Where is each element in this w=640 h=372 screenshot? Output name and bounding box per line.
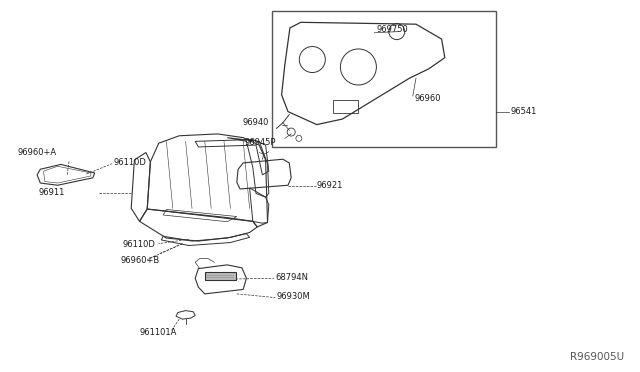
Text: 96960+A: 96960+A [18,148,57,157]
Text: 969750: 969750 [376,25,408,33]
Text: 68794N: 68794N [275,273,308,282]
Text: 96945P: 96945P [245,138,276,147]
Text: 96930M: 96930M [276,292,310,301]
Bar [205,272,236,280]
Text: 96110D: 96110D [114,158,147,167]
Text: 961101A: 961101A [140,328,177,337]
Text: 96110D: 96110D [123,240,156,249]
Text: 96541: 96541 [510,107,536,116]
Text: 96960+B: 96960+B [120,256,159,265]
Text: 96921: 96921 [317,181,343,190]
Text: 96960: 96960 [415,94,441,103]
Text: R969005U: R969005U [570,352,624,362]
Text: 96940: 96940 [243,118,269,127]
Bar [272,11,496,147]
Text: 96911: 96911 [38,188,65,197]
